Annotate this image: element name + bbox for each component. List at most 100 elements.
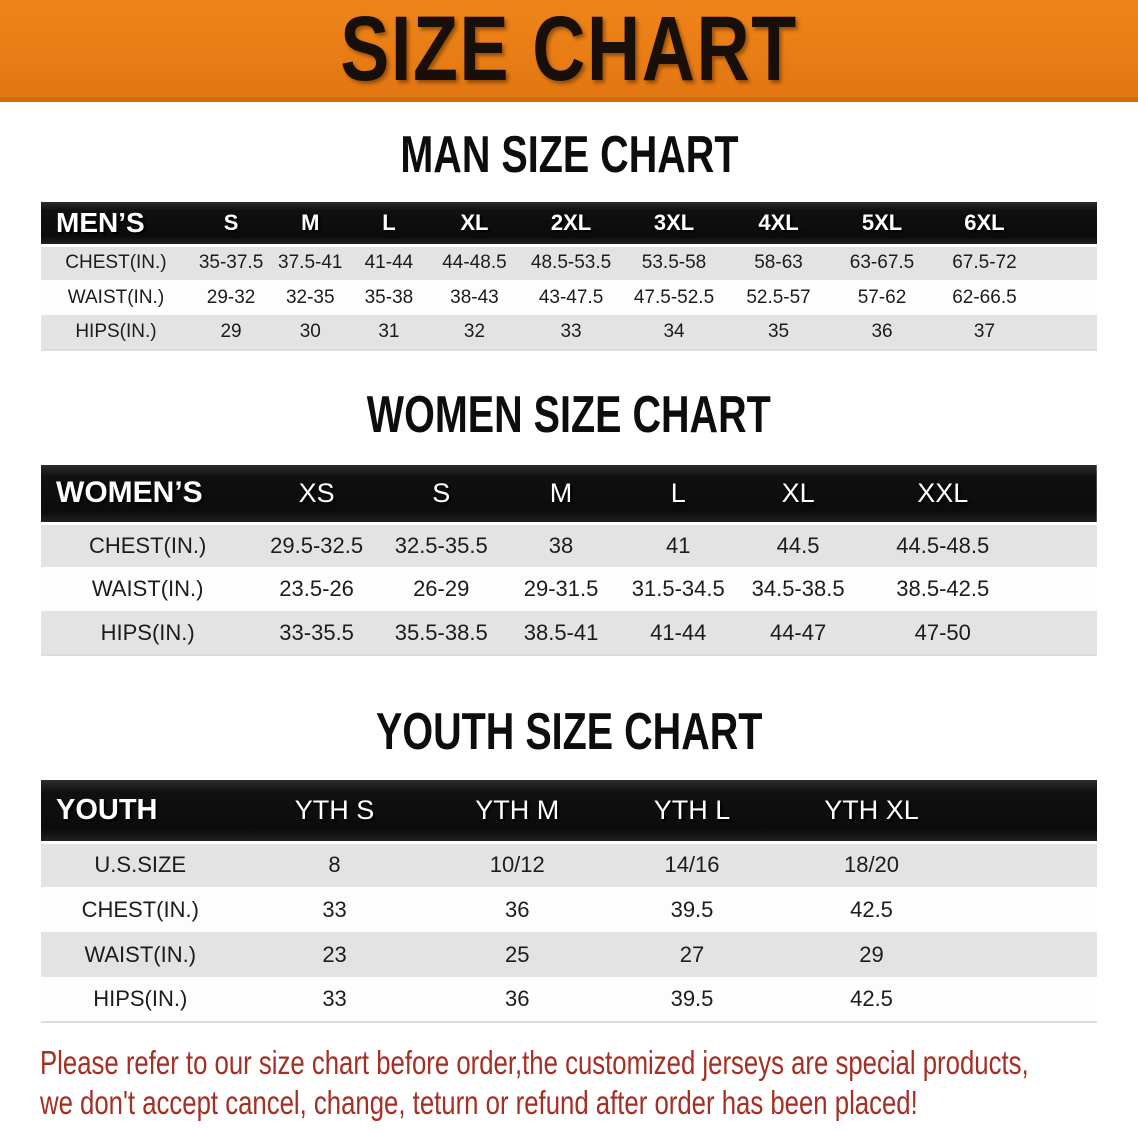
- table-row: CHEST(IN.) 29.5-32.5 32.5-35.5 38 41 44.5 44.5…: [41, 521, 1097, 567]
- table-cell: 42.5: [850, 896, 893, 922]
- table-cell: 38.5-42.5: [896, 576, 990, 601]
- table-cell: 31.5-34.5: [631, 576, 725, 601]
- table-cell: 41: [618, 521, 738, 567]
- table-cell: 32.5-35.5: [378, 521, 504, 567]
- women-size-table: WOMEN’S XS S M L XL XXL CHEST(IN.) 29.5-32.5 32.5…: [41, 465, 1097, 656]
- filler-cell: [1035, 315, 1097, 351]
- table-cell: 35: [726, 315, 831, 351]
- youth-section: YOUTH SIZE CHART YOUTH YTH S YTH M YTH L YTH…: [0, 706, 1138, 1023]
- size-column-header: YTH XL: [824, 794, 919, 825]
- table-cell: 8: [239, 840, 430, 887]
- size-column-header: XXL: [917, 477, 969, 508]
- row-label: WAIST(IN.): [84, 941, 197, 967]
- filler-cell: [964, 887, 1097, 932]
- table-row: U.S.SIZE 8 10/12 14/16 18/20: [41, 840, 1097, 887]
- banner-title: SIZE CHART: [340, 0, 798, 100]
- size-column-header: L: [382, 209, 396, 235]
- table-cell: 57-62: [857, 286, 907, 308]
- table-row: CHEST(IN.) 35-37.5 37.5-41 41-44 44-48.5 48.5…: [41, 243, 1097, 280]
- table-cell: 43-47.5: [538, 286, 604, 308]
- row-label: CHEST(IN.): [41, 521, 255, 567]
- size-column-header: XL: [781, 477, 815, 508]
- men-section: MAN SIZE CHART MEN’S S M L XL 2XL 3XL 4XL 5XL 6XL…: [0, 129, 1138, 351]
- filler-cell: [1027, 611, 1097, 656]
- men-section-heading: MAN SIZE CHART: [0, 129, 1138, 181]
- size-column-header: M: [301, 209, 320, 235]
- women-section-heading-text: WOMEN SIZE CHART: [367, 386, 771, 444]
- table-cell: 41-44: [349, 243, 429, 280]
- table-title: YOUTH: [56, 793, 158, 826]
- table-cell: 39.5: [604, 977, 780, 1023]
- table-cell: 34: [621, 315, 727, 351]
- header-row: MEN’S S M L XL 2XL 3XL 4XL 5XL 6XL: [41, 202, 1097, 245]
- filler-cell: [963, 840, 1097, 887]
- table-cell: 29-31.5: [523, 576, 599, 601]
- men-section-heading-text: MAN SIZE CHART: [399, 126, 739, 184]
- table-cell: 30: [271, 315, 350, 351]
- row-label: HIPS(IN.): [41, 977, 240, 1023]
- row-label: U.S.SIZE: [41, 840, 240, 887]
- youth-section-heading-text: YOUTH SIZE CHART: [375, 703, 763, 761]
- table-cell: 35.5-38.5: [378, 611, 504, 656]
- row-label: HIPS(IN.): [41, 611, 255, 656]
- table-cell: 34.5-38.5: [751, 576, 845, 601]
- table-cell: 32-35: [285, 286, 335, 308]
- women-section-heading: WOMEN SIZE CHART: [0, 389, 1138, 441]
- table-cell: 31: [349, 315, 429, 351]
- size-column-header: XL: [460, 209, 489, 235]
- size-column-header: 3XL: [653, 209, 695, 235]
- table-cell: 29-32: [206, 286, 256, 308]
- table-cell: 33: [239, 977, 430, 1023]
- table-cell: 47.5-52.5: [633, 286, 715, 308]
- size-chart-banner: SIZE CHART: [0, 0, 1138, 102]
- table-row: HIPS(IN.) 33 36 39.5 42.5: [41, 977, 1097, 1023]
- table-cell: 23.5-26: [279, 576, 354, 601]
- table-cell: 29.5-32.5: [254, 521, 379, 567]
- filler-cell: [1035, 243, 1097, 280]
- table-cell: 36: [429, 977, 605, 1023]
- filler-cell: [1027, 567, 1097, 611]
- table-cell: 27: [679, 941, 705, 967]
- table-cell: 53.5-58: [621, 243, 727, 280]
- men-size-table: MEN’S S M L XL 2XL 3XL 4XL 5XL 6XL CHEST(IN.) 35-37…: [41, 202, 1097, 351]
- disclaimer-line-2: we don't accept cancel, change, teturn o…: [40, 1084, 918, 1121]
- table-title: WOMEN’S: [56, 476, 203, 510]
- size-column-header: S: [223, 209, 239, 235]
- filler-cell: [1036, 280, 1097, 315]
- table-cell: 38-43: [450, 286, 499, 308]
- table-cell: 26-29: [413, 576, 470, 601]
- size-column-header: L: [670, 477, 686, 508]
- filler-cell: [1027, 521, 1097, 567]
- table-cell: 48.5-53.5: [520, 243, 622, 280]
- size-column-header: 6XL: [964, 209, 1005, 235]
- filler-cell: [964, 780, 1097, 842]
- table-cell: 29: [190, 315, 272, 351]
- size-column-header: 5XL: [861, 209, 903, 235]
- table-cell: 33-35.5: [254, 611, 379, 656]
- row-label: HIPS(IN.): [41, 315, 191, 351]
- table-row: CHEST(IN.) 33 36 39.5 42.5: [41, 887, 1097, 932]
- header-row: YOUTH YTH S YTH M YTH L YTH XL: [41, 780, 1097, 842]
- table-cell: 35-37.5: [190, 243, 272, 280]
- table-cell: 42.5: [779, 977, 964, 1023]
- disclaimer-line-1: Please refer to our size chart before or…: [40, 1044, 1029, 1081]
- table-cell: 29: [859, 941, 884, 967]
- table-cell: 23: [322, 941, 347, 967]
- table-cell: 44-48.5: [428, 243, 521, 280]
- table-cell: 39.5: [670, 896, 714, 922]
- table-cell: 58-63: [726, 243, 831, 280]
- table-title: MEN’S: [56, 206, 145, 238]
- row-label: WAIST(IN.): [67, 286, 165, 308]
- table-cell: 62-66.5: [952, 286, 1017, 308]
- table-cell: 33: [520, 315, 622, 351]
- table-cell: 18/20: [779, 840, 964, 887]
- filler-cell: [964, 932, 1097, 977]
- table-cell: 63-67.5: [830, 243, 934, 280]
- size-column-header: S: [432, 477, 451, 508]
- table-cell: 38.5-41: [503, 611, 619, 656]
- disclaimer-note: Please refer to our size chart before or…: [40, 1043, 1138, 1123]
- table-row: HIPS(IN.) 33-35.5 35.5-38.5 38.5-41 41-44 44-…: [41, 611, 1097, 656]
- table-cell: 14/16: [604, 840, 780, 887]
- table-cell: 35-38: [364, 286, 414, 308]
- row-label: CHEST(IN.): [81, 896, 199, 922]
